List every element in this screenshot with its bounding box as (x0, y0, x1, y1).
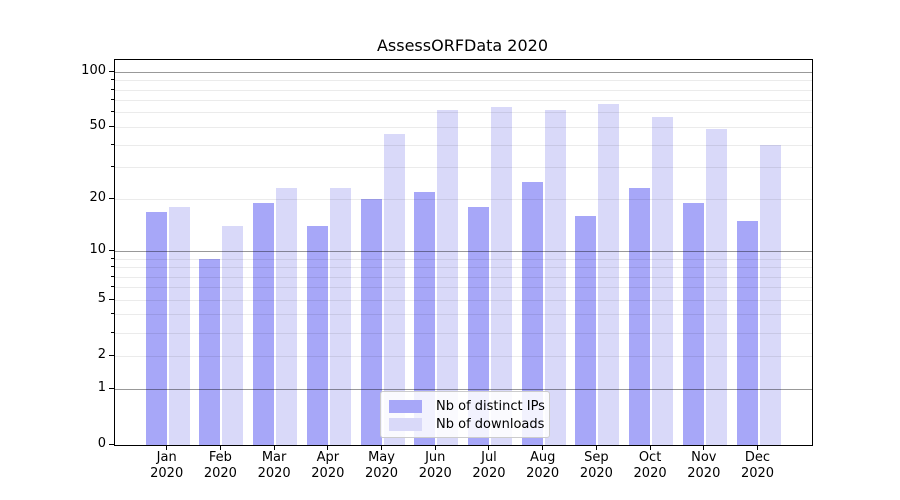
x-tick-apr (327, 445, 329, 450)
y-tick-50 (109, 125, 114, 127)
legend-label-downloads: Nb of downloads (436, 416, 545, 432)
gridline-50 (115, 126, 812, 128)
legend-item-distinct-ips: Nb of distinct IPs (389, 398, 545, 415)
bar-downloads-jan (168, 207, 190, 445)
x-tick-label-apr: Apr 2020 (311, 450, 345, 481)
bar-distinct-ips-oct (629, 188, 651, 445)
y-tick-label-100: 100 (81, 63, 106, 79)
x-tick-mar (273, 445, 275, 450)
bar-downloads-apr (329, 188, 351, 445)
x-tick-label-nov: Nov 2020 (687, 450, 721, 481)
y-tick-100 (109, 70, 114, 72)
x-tick-label-jan: Jan 2020 (150, 450, 184, 481)
x-tick-jul (488, 445, 490, 450)
bar-distinct-ips-nov (682, 203, 704, 445)
bar-distinct-ips-sep (575, 216, 597, 445)
bar-downloads-jun (437, 110, 459, 445)
gridline-60 (115, 112, 812, 114)
y-minor-tick-3 (111, 331, 114, 333)
x-tick-label-jul: Jul 2020 (472, 450, 506, 481)
bar-distinct-ips-mar (253, 203, 275, 445)
y-tick-label-0: 0 (97, 436, 106, 451)
gridline-90 (115, 80, 812, 82)
x-tick-feb (219, 445, 221, 450)
bar-downloads-dec (759, 145, 781, 445)
bar-distinct-ips-jul (467, 207, 489, 445)
chart-title: AssessORFData 2020 (376, 36, 549, 55)
y-tick-20 (109, 197, 114, 199)
legend-swatch-distinct-ips (389, 399, 422, 413)
y-tick-1 (109, 387, 114, 389)
bar-downloads-sep (598, 104, 620, 445)
bar-downloads-nov (705, 128, 727, 445)
bar-distinct-ips-jun (414, 191, 436, 445)
bar-downloads-mar (276, 188, 298, 445)
y-minor-tick-80 (111, 88, 114, 90)
bar-distinct-ips-jan (145, 211, 167, 445)
y-tick-label-5: 5 (97, 291, 106, 307)
x-tick-label-dec: Dec 2020 (740, 450, 775, 481)
bar-downloads-feb (222, 226, 244, 445)
bar-distinct-ips-may (360, 199, 382, 445)
bar-downloads-may (383, 133, 405, 445)
x-tick-label-oct: Oct 2020 (633, 450, 667, 481)
y-tick-5 (109, 298, 114, 300)
y-tick-2 (109, 354, 114, 356)
bar-distinct-ips-dec (736, 221, 758, 445)
x-tick-label-feb: Feb 2020 (203, 450, 237, 481)
legend-label-distinct-ips: Nb of distinct IPs (436, 398, 545, 414)
y-minor-tick-40 (111, 143, 114, 145)
gridline-80 (115, 89, 812, 91)
gridline-70 (115, 100, 812, 102)
x-tick-nov (703, 445, 705, 450)
plot-area (114, 59, 813, 446)
y-minor-tick-70 (111, 99, 114, 101)
x-tick-oct (649, 445, 651, 450)
legend: Nb of distinct IPs Nb of downloads (380, 391, 550, 438)
y-minor-tick-9 (111, 257, 114, 259)
bar-distinct-ips-aug (521, 181, 543, 445)
y-minor-tick-6 (111, 286, 114, 288)
y-tick-label-10: 10 (89, 242, 106, 258)
x-tick-label-aug: Aug 2020 (526, 450, 560, 481)
y-minor-tick-90 (111, 79, 114, 81)
y-minor-tick-4 (111, 313, 114, 315)
bar-distinct-ips-apr (306, 226, 328, 445)
x-tick-label-mar: Mar 2020 (257, 450, 291, 481)
y-minor-tick-30 (111, 166, 114, 168)
x-tick-label-jun: Jun 2020 (418, 450, 452, 481)
y-tick-label-1: 1 (97, 380, 106, 395)
y-tick-label-20: 20 (89, 190, 106, 206)
bar-downloads-aug (544, 110, 566, 445)
y-minor-tick-60 (111, 111, 114, 113)
x-tick-dec (757, 445, 758, 450)
y-tick-10 (109, 249, 114, 251)
x-tick-label-may: May 2020 (364, 450, 399, 481)
y-minor-tick-8 (111, 266, 114, 267)
x-tick-aug (542, 445, 544, 450)
y-tick-label-50: 50 (89, 118, 106, 134)
y-tick-0 (109, 443, 114, 445)
bar-distinct-ips-feb (199, 259, 221, 445)
gridline-100 (115, 71, 812, 73)
y-tick-label-2: 2 (97, 347, 106, 363)
legend-item-downloads: Nb of downloads (389, 416, 545, 433)
bar-downloads-oct (652, 117, 674, 445)
x-tick-may (381, 445, 383, 450)
x-tick-sep (595, 445, 597, 450)
legend-swatch-downloads (389, 417, 422, 431)
x-tick-jan (166, 445, 168, 450)
x-tick-jun (434, 445, 436, 450)
x-tick-label-sep: Sep 2020 (579, 450, 613, 481)
y-minor-tick-7 (111, 275, 114, 277)
bar-downloads-jul (490, 106, 512, 445)
